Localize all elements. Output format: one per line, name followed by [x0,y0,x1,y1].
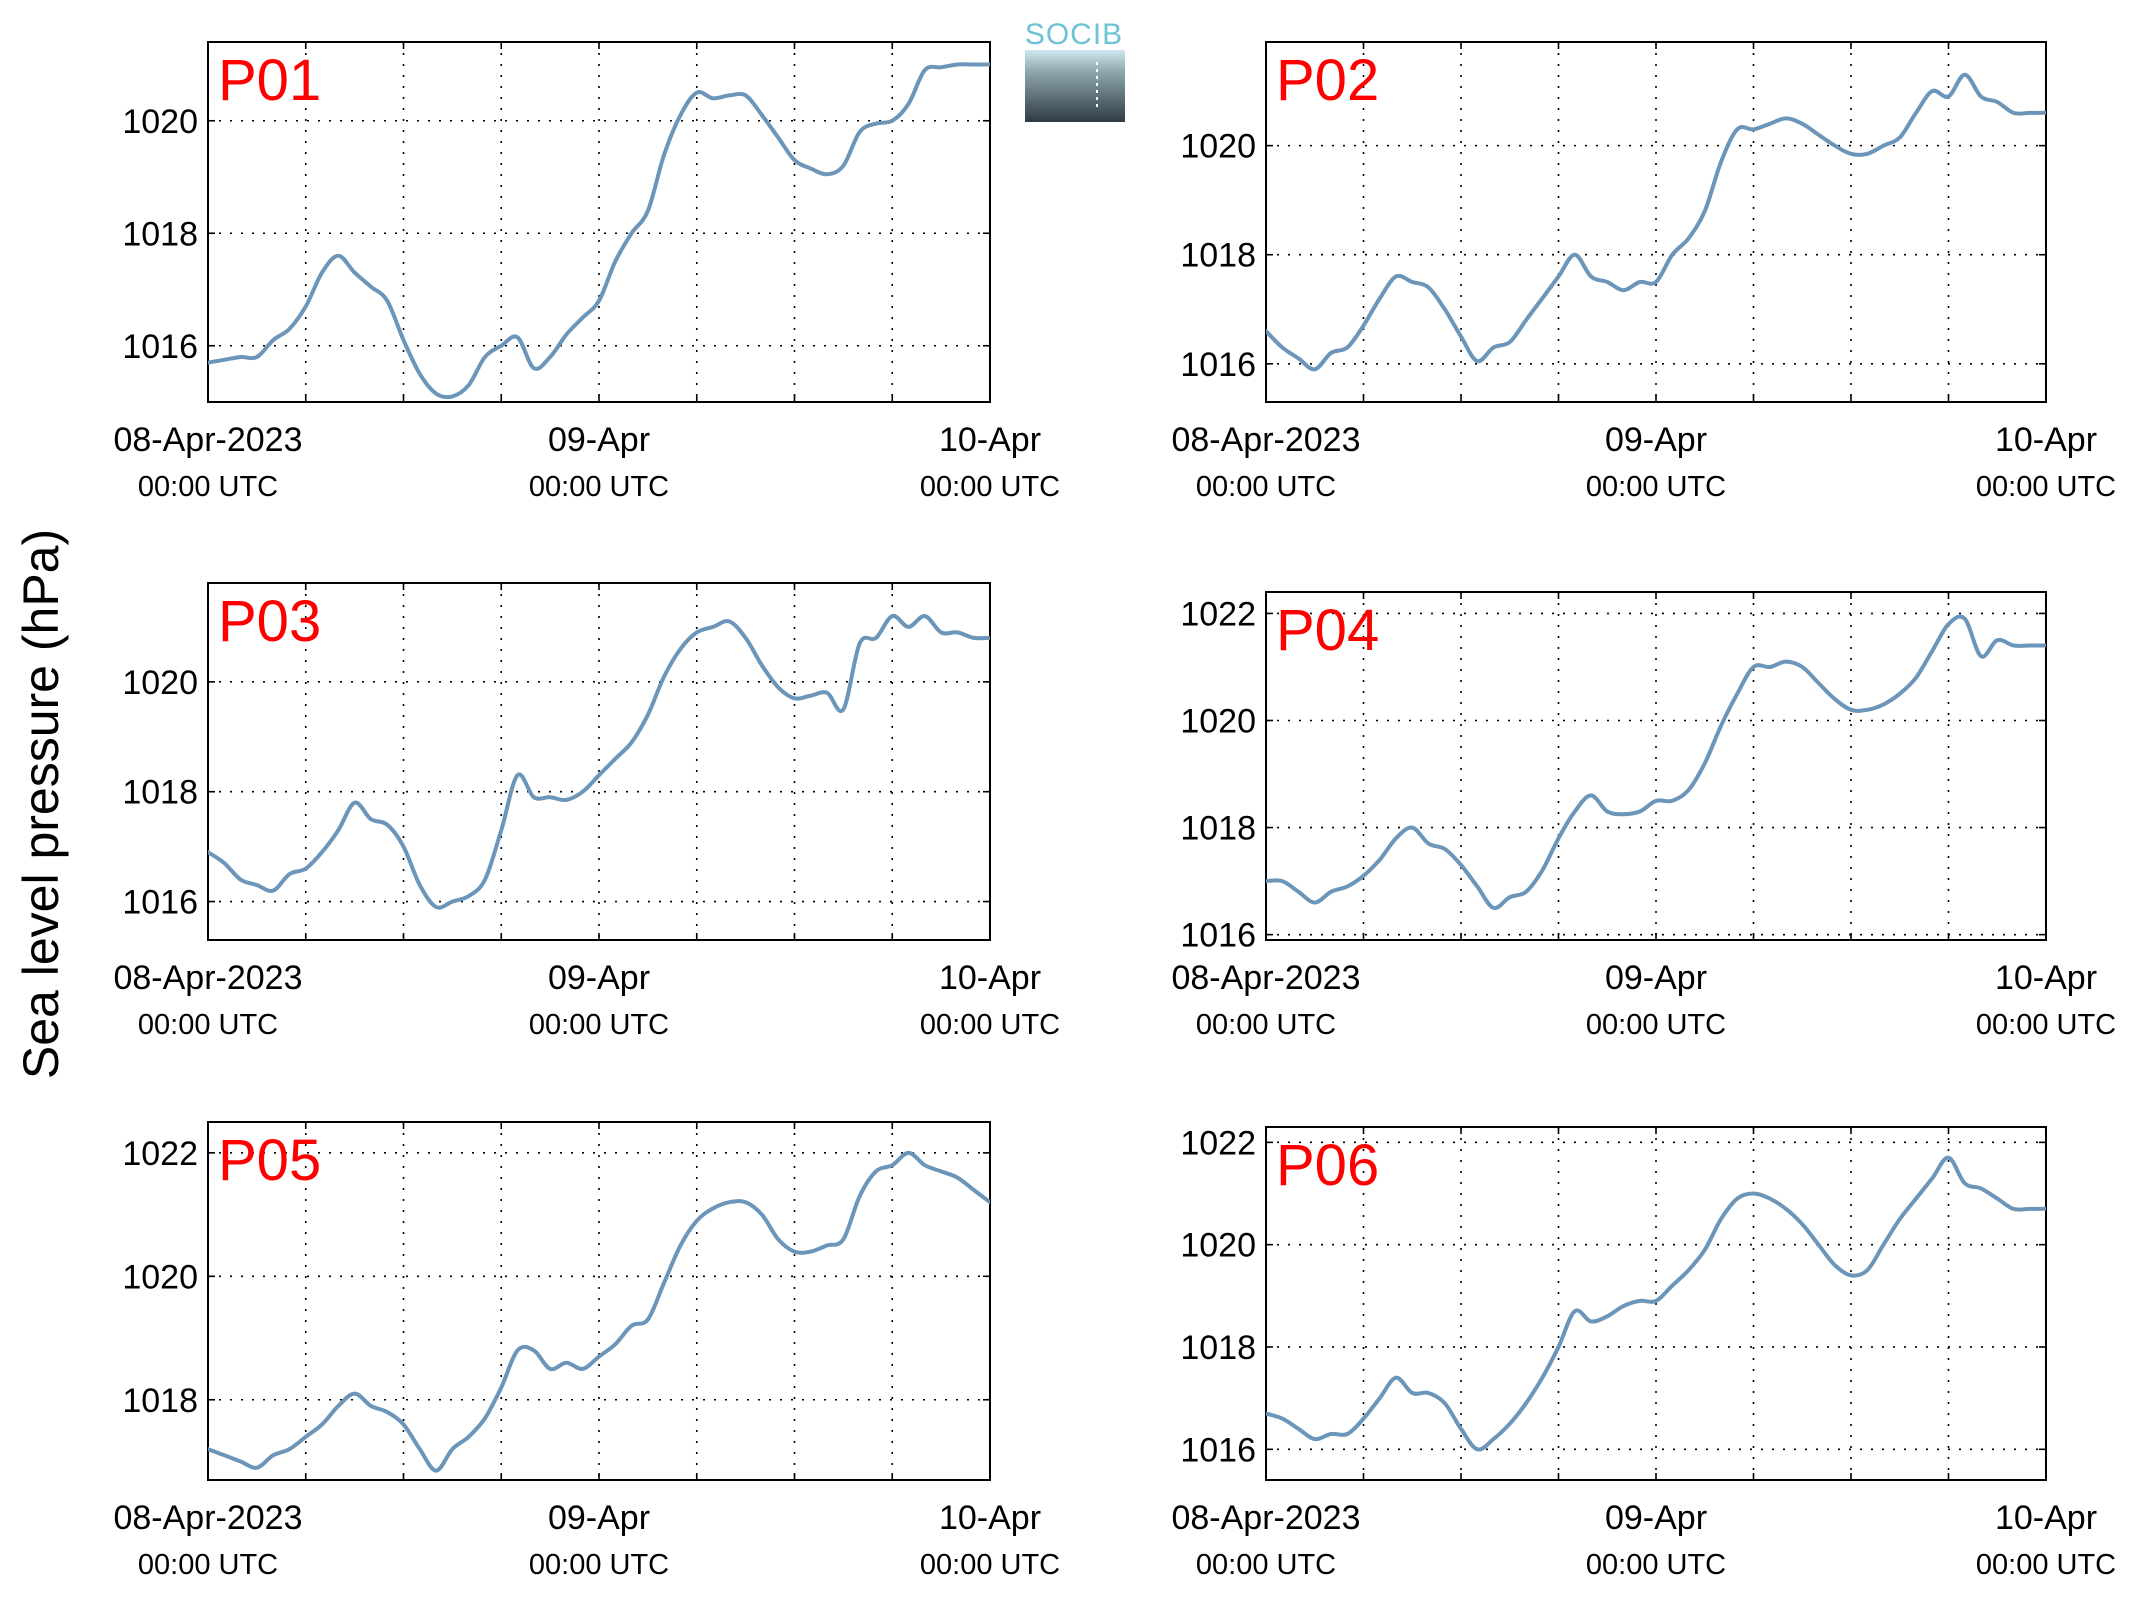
x-tick-date: 10-Apr [1995,421,2097,459]
x-tick-date: 09-Apr [1605,1499,1707,1537]
y-tick-label: 1022 [122,1135,198,1173]
panel-p02: 1016 1018 1020 08-Apr-2023 00:00 UTC 09-Apr 00… [1171,41,2116,503]
y-tick-label: 1020 [122,103,198,141]
plot-frame [207,582,991,941]
x-tick-time: 00:00 UTC [1586,1549,1726,1581]
y-tick-label: 1018 [122,774,198,812]
x-tick-date: 09-Apr [1605,421,1707,459]
y-tick-label: 1020 [122,1258,198,1296]
panel-p06: 1016 1018 1020 1022 08-Apr-2023 00:00 UTC 09-A… [1171,1124,2116,1581]
plot-frame [1265,591,2047,941]
x-tick-date: 09-Apr [548,1499,650,1537]
plot-frame [1265,1126,2047,1481]
x-tick-date: 09-Apr [548,959,650,997]
y-axis-label: Sea level pressure (hPa) [13,529,69,1079]
y-tick-label: 1018 [1180,237,1256,275]
panel-p03: 1016 1018 1020 08-Apr-2023 00:00 UTC 09-Apr 00… [113,582,1060,1041]
panel-label: P05 [218,1128,321,1193]
plot-frame [1265,41,2047,403]
panel-label: P04 [1276,598,1379,663]
y-tick-label: 1020 [1180,1227,1256,1265]
x-tick-date: 10-Apr [1995,1499,2097,1537]
series-line-p02 [1266,72,2046,372]
x-tick-date: 08-Apr-2023 [113,1499,302,1537]
logo-emblem [1025,50,1125,122]
y-tick-label: 1016 [1180,346,1256,384]
x-tick-time: 00:00 UTC [529,1009,669,1041]
panel-p04: 1016 1018 1020 1022 08-Apr-2023 00:00 UTC 09-A… [1171,591,2116,1041]
logo-text: SOCIB [1025,18,1123,51]
y-tick-label: 1018 [1180,1329,1256,1367]
y-tick-label: 1016 [1180,917,1256,955]
x-tick-time: 00:00 UTC [1196,1009,1336,1041]
x-tick-time: 00:00 UTC [1976,471,2116,503]
series-line-p01 [208,62,990,400]
series-line-p06 [1266,1155,2046,1452]
x-tick-time: 00:00 UTC [1586,1009,1726,1041]
y-tick-label: 1022 [1180,595,1256,633]
y-tick-label: 1022 [1180,1124,1256,1162]
x-tick-time: 00:00 UTC [1196,1549,1336,1581]
x-tick-date: 10-Apr [1995,959,2097,997]
panel-p01: 1016 1018 1020 08-Apr-2023 00:00 UTC 09-Apr 00… [113,41,1060,503]
y-tick-label: 1018 [122,1382,198,1420]
x-tick-date: 10-Apr [939,959,1041,997]
y-tick-label: 1020 [122,664,198,702]
plot-frame [207,41,991,403]
y-tick-label: 1020 [1180,128,1256,166]
x-tick-date: 10-Apr [939,1499,1041,1537]
x-tick-time: 00:00 UTC [1196,471,1336,503]
x-tick-time: 00:00 UTC [138,1009,278,1041]
series-line-p05 [208,1150,990,1473]
x-tick-time: 00:00 UTC [529,1549,669,1581]
x-tick-time: 00:00 UTC [529,471,669,503]
y-tick-label: 1018 [122,215,198,253]
panel-label: P01 [218,48,321,113]
x-tick-date: 09-Apr [1605,959,1707,997]
panel-label: P02 [1276,48,1379,113]
x-tick-time: 00:00 UTC [1976,1549,2116,1581]
series-line-p04 [1266,614,2046,911]
x-tick-date: 08-Apr-2023 [1171,421,1360,459]
socib-logo: SOCIB [1025,18,1125,122]
panel-p05: 1018 1020 1022 08-Apr-2023 00:00 UTC 09-Apr 00… [113,1121,1060,1581]
plot-frame [207,1121,991,1481]
x-tick-time: 00:00 UTC [1586,471,1726,503]
x-tick-time: 00:00 UTC [920,1549,1060,1581]
x-tick-date: 08-Apr-2023 [1171,959,1360,997]
x-tick-date: 09-Apr [548,421,650,459]
x-tick-time: 00:00 UTC [1976,1009,2116,1041]
x-tick-time: 00:00 UTC [920,471,1060,503]
x-tick-date: 08-Apr-2023 [1171,1499,1360,1537]
x-tick-time: 00:00 UTC [920,1009,1060,1041]
y-tick-label: 1016 [122,884,198,922]
y-tick-label: 1020 [1180,702,1256,740]
x-tick-date: 08-Apr-2023 [113,421,302,459]
y-tick-label: 1018 [1180,810,1256,848]
x-tick-date: 08-Apr-2023 [113,959,302,997]
series-line-p03 [208,613,990,910]
x-tick-date: 10-Apr [939,421,1041,459]
panel-label: P06 [1276,1133,1379,1198]
panels: 1016 1018 1020 08-Apr-2023 00:00 UTC 09-Apr 00… [113,41,2116,1581]
y-tick-label: 1016 [122,328,198,366]
x-tick-time: 00:00 UTC [138,471,278,503]
y-tick-label: 1016 [1180,1431,1256,1469]
x-tick-time: 00:00 UTC [138,1549,278,1581]
panel-label: P03 [218,589,321,654]
